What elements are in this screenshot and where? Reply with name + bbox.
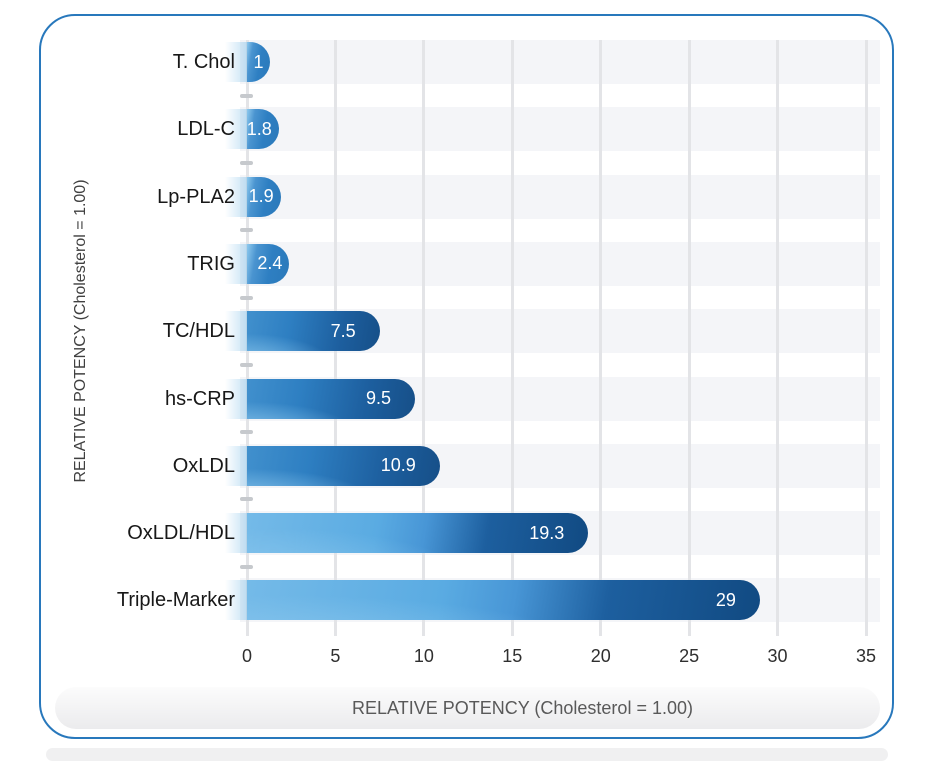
gridline [864,40,868,636]
category-label: T. Chol [172,51,235,73]
gridline [776,40,780,636]
x-axis-title: RELATIVE POTENCY (Cholesterol = 1.00) [352,697,693,718]
x-tick-label: 30 [767,646,788,666]
x-axis-title-band: RELATIVE POTENCY (Cholesterol = 1.00) [55,687,880,729]
bar-value: 2.4 [257,253,283,274]
bar: 1.9 [225,176,281,217]
bar: 29 [225,580,760,621]
category-label: Lp-PLA2 [157,185,235,208]
axis-dash [240,430,253,435]
bottom-shadow [46,748,888,761]
gridline [687,40,691,636]
category-label: OxLDL [172,454,235,477]
x-tick-label: 10 [413,646,434,666]
bar: 9.5 [225,378,415,419]
row-band [240,241,880,286]
bar-value: 19.3 [529,522,565,543]
category-label: LDL-C [177,118,235,141]
bar-value: 10.9 [380,455,416,476]
bar-value: 1.9 [248,186,274,207]
axis-dash [240,362,253,367]
row-band [240,40,880,84]
x-tick-label: 20 [590,646,611,666]
row-band [240,174,880,219]
row-band [240,107,880,152]
gridline [422,40,426,636]
bar-value: 1.8 [246,118,272,139]
bar: 7.5 [225,311,380,352]
x-tick-label: 0 [241,646,252,666]
category-label: TC/HDL [162,320,235,343]
x-tick-label: 15 [502,646,523,666]
axis-dash [240,564,253,569]
category-label: OxLDL/HDL [127,522,235,545]
bar: 2.4 [224,243,290,284]
x-tick-label: 35 [855,646,877,666]
category-label: hs-CRP [164,387,235,410]
bar-value: 7.5 [330,320,356,341]
axis-dash [240,93,253,98]
axis-dash [240,160,253,165]
bar: 1 [225,42,270,82]
bar-value: 9.5 [365,388,391,408]
category-label: TRIG [187,252,235,275]
axis-dash [240,228,253,233]
axis-dash [240,497,253,502]
x-tick-label: 5 [330,646,341,666]
gridline [599,40,603,636]
category-label: Triple-Marker [116,589,235,612]
bar: 1.8 [225,109,279,150]
bar: 19.3 [224,513,588,554]
bar: 10.9 [225,445,440,486]
bar-value: 1 [253,51,264,72]
bar-value: 29 [715,589,736,610]
x-tick-label: 25 [679,646,700,666]
gridline [510,40,514,636]
axis-dash [240,295,253,300]
